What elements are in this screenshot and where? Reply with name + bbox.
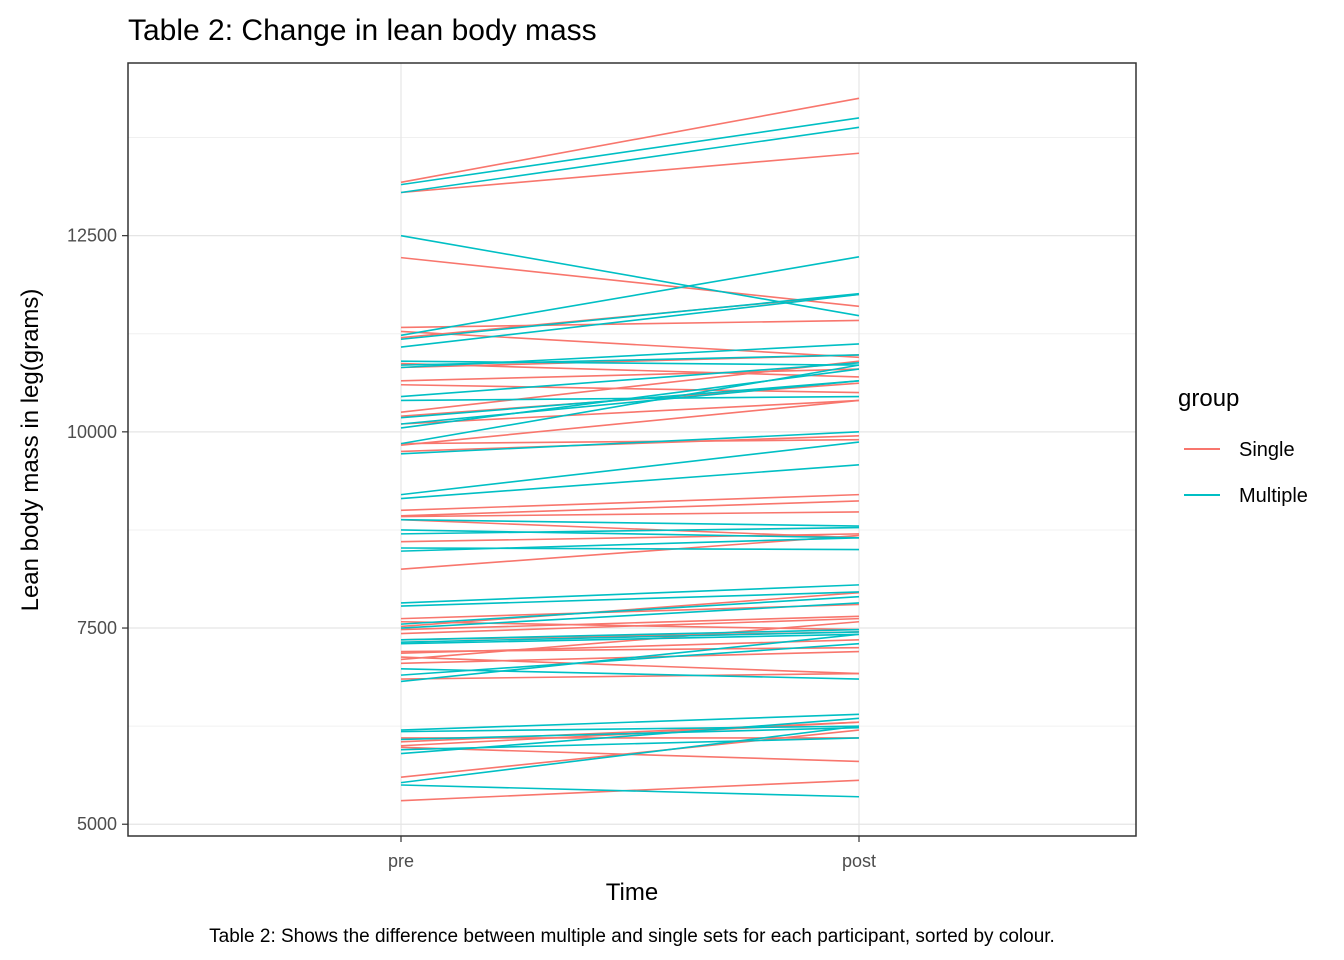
participant-line-multiple bbox=[400, 256, 860, 337]
participant-line-multiple bbox=[400, 725, 860, 784]
legend-label-single: Single bbox=[1239, 439, 1295, 461]
participant-line-multiple bbox=[400, 518, 860, 527]
participant-line-single bbox=[400, 534, 860, 570]
legend-title: group bbox=[1178, 385, 1239, 412]
legend: group Single Multiple bbox=[1178, 385, 1308, 507]
participant-line-single bbox=[400, 360, 860, 414]
participant-line-multiple bbox=[400, 361, 860, 398]
x-tick-label: post bbox=[842, 851, 876, 871]
participant-line-multiple bbox=[400, 464, 860, 500]
participant-line-single bbox=[400, 656, 860, 675]
plot-border bbox=[127, 62, 1137, 837]
participant-line-multiple bbox=[400, 360, 860, 366]
participant-line-single bbox=[400, 97, 860, 184]
participant-line-multiple bbox=[400, 642, 860, 676]
participant-line-multiple bbox=[400, 343, 860, 369]
x-axis-title: Time bbox=[606, 879, 658, 906]
participant-line-multiple bbox=[400, 117, 860, 186]
participant-line-multiple bbox=[400, 602, 860, 629]
participant-line-multiple bbox=[400, 726, 860, 741]
participant-line-single bbox=[400, 399, 860, 446]
participant-line-single bbox=[400, 672, 860, 680]
participant-line-multiple bbox=[400, 536, 860, 552]
participant-line-multiple bbox=[400, 292, 860, 341]
participant-line-single bbox=[400, 615, 860, 631]
y-tick-label: 7500 bbox=[77, 618, 117, 638]
participant-line-multiple bbox=[400, 725, 860, 733]
participant-line-multiple bbox=[400, 717, 860, 755]
participant-line-multiple bbox=[400, 633, 860, 683]
participant-line-single bbox=[400, 383, 860, 394]
participant-line-single bbox=[400, 533, 860, 543]
chart-caption: Table 2: Shows the difference between mu… bbox=[209, 926, 1055, 947]
participant-line-single bbox=[400, 399, 860, 425]
participant-line-multiple bbox=[400, 713, 860, 731]
participant-line-multiple bbox=[400, 431, 860, 455]
participant-line-multiple bbox=[400, 584, 860, 604]
participant-line-single bbox=[400, 256, 860, 308]
participant-line-multiple bbox=[400, 234, 860, 317]
grid-lines bbox=[128, 63, 1136, 836]
participant-line-multiple bbox=[400, 633, 860, 645]
participant-line-multiple bbox=[400, 784, 860, 798]
y-axis-title: Lean body mass in leg(grams) bbox=[17, 289, 44, 612]
participant-line-multiple bbox=[400, 126, 860, 194]
legend-label-multiple: Multiple bbox=[1239, 485, 1308, 507]
x-axis: pre post bbox=[388, 836, 876, 871]
participant-line-single bbox=[400, 620, 860, 661]
participant-line-single bbox=[400, 500, 860, 517]
participant-line-multiple bbox=[400, 380, 860, 425]
participant-line-multiple bbox=[400, 631, 860, 643]
participant-line-multiple bbox=[400, 441, 860, 496]
participant-line-single bbox=[400, 617, 860, 635]
participant-line-single bbox=[400, 319, 860, 329]
y-axis: 5000 7500 10000 12500 bbox=[67, 226, 128, 834]
participant-line-multiple bbox=[400, 628, 860, 641]
participant-line-single bbox=[400, 493, 860, 512]
participant-line-multiple bbox=[400, 591, 860, 607]
y-tick-label: 10000 bbox=[67, 422, 117, 442]
x-tick-label: pre bbox=[388, 851, 414, 871]
plot-panel bbox=[128, 63, 1136, 836]
participant-line-single bbox=[400, 511, 860, 518]
y-tick-label: 5000 bbox=[77, 814, 117, 834]
chart-title: Table 2: Change in lean body mass bbox=[128, 14, 597, 47]
y-tick-label: 12500 bbox=[67, 226, 117, 246]
participant-line-multiple bbox=[400, 293, 860, 348]
participant-line-multiple bbox=[400, 364, 860, 445]
participant-line-multiple bbox=[400, 595, 860, 625]
participant-line-single bbox=[400, 368, 860, 382]
series-lines bbox=[400, 97, 860, 802]
participant-line-multiple bbox=[400, 526, 860, 535]
participant-line-single bbox=[400, 438, 860, 445]
participant-line-single bbox=[400, 152, 860, 194]
participant-line-multiple bbox=[400, 529, 860, 539]
participant-line-single bbox=[400, 330, 860, 359]
